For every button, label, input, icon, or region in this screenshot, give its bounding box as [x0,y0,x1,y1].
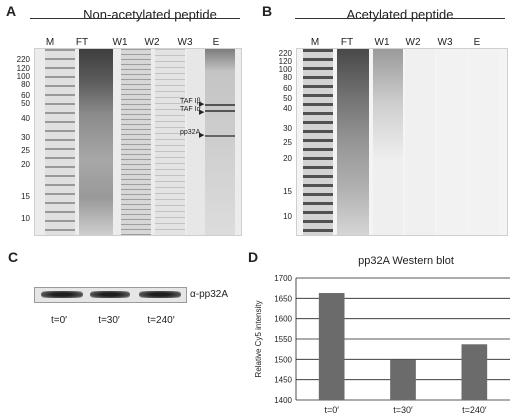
panel-b-mw-10: 10 [283,212,292,221]
panel-a-lane-w1: W1 [112,37,128,48]
panel-a-lane-e: E [212,37,220,48]
x-tick-label: t=0′ [324,405,339,415]
y-tick-label: 1500 [274,355,292,364]
panel-b-mw-15: 15 [283,187,292,196]
y-tick-label: 1550 [274,335,292,344]
panel-d-letter: D [248,249,259,265]
panel-a-mw-80: 80 [21,80,30,89]
arrow-taf-ia-icon: ▶ [199,109,205,116]
western-blot-strip [34,287,187,303]
panel-c-time-0: t=0′ [50,315,68,326]
panel-a-mw-100: 100 [16,72,30,81]
panel-a-e-lane [205,49,235,235]
panel-a-title: Non-acetylated peptide [83,7,217,22]
y-tick-label: 1700 [274,274,292,283]
panel-b-mw-25: 25 [283,138,292,147]
chart-y-axis-label: Relative Cy5 intensity [254,301,263,378]
panel-a-lane-w3: W3 [177,37,193,48]
panel-b-title: Acetylated peptide [346,7,454,22]
y-tick-label: 1650 [274,294,292,303]
panel-a-lane-ft: FT [75,37,89,48]
x-tick-label: t=240′ [462,405,487,415]
panel-b-w3-lane [437,49,467,235]
y-tick-label: 1450 [274,376,292,385]
blot-band-t0 [41,291,83,298]
band-label-taf-ia: TAF Iα [180,106,201,113]
panel-b-lane-ft: FT [340,37,354,48]
panel-a-mw-40: 40 [21,114,30,123]
panel-b-lane-w2: W2 [405,37,421,48]
arrow-taf-ib-icon: ▶ [199,101,205,108]
panel-a-lane-w2: W2 [144,37,160,48]
band-label-taf-ib: TAF Iβ [180,98,201,105]
panel-a-mw-30: 30 [21,133,30,142]
panel-a-marker-lane [45,49,75,235]
panel-b-title-rule [295,18,505,19]
panel-b-mw-60: 60 [283,84,292,93]
panel-b-letter: B [262,3,273,19]
panel-b-mw-30: 30 [283,124,292,133]
panel-a-w1-lane [121,49,151,235]
panel-b-mw-220: 220 [278,49,292,58]
panel-a-mw-120: 120 [16,64,30,73]
antibody-label: α-pp32A [190,289,229,300]
chart-title: pp32A Western blot [358,255,454,267]
panel-b-mw-40: 40 [283,104,292,113]
panel-b-mw-50: 50 [283,94,292,103]
panel-a-title-rule [30,18,240,19]
panel-b-marker-lane [303,49,333,235]
panel-b-lane-e: E [473,37,481,48]
panel-a-mw-25: 25 [21,146,30,155]
panel-b-mw-100: 100 [278,65,292,74]
panel-b-ft-lane [337,49,369,235]
panel-b-w1-lane [373,49,403,235]
panel-b-lane-w1: W1 [374,37,390,48]
bar-chart: pp32A Western blot Relative Cy5 intensit… [254,255,510,415]
panel-b-mw-80: 80 [283,73,292,82]
panel-a-lane-m: M [45,37,55,48]
panel-b-lane-m: M [310,37,320,48]
panel-b-w2-lane [405,49,435,235]
band-label-pp32a: pp32A [180,129,201,136]
blot-band-t30 [90,291,130,298]
arrow-pp32a-icon: ▶ [199,132,205,139]
panel-a-w2-lane [155,49,185,235]
panel-b-lane-w3: W3 [437,37,453,48]
panel-a-letter: A [6,3,17,19]
y-tick-label: 1600 [274,315,292,324]
panel-a-ft-lane [79,49,113,235]
panel-c-letter: C [8,249,19,265]
panel-b-mw-20: 20 [283,154,292,163]
blot-band-t240 [139,291,181,298]
panel-b-e-lane [469,49,499,235]
panel-a-mw-220: 220 [16,55,30,64]
panel-a-mw-60: 60 [21,91,30,100]
bar-1 [390,359,416,400]
panel-a-mw-10: 10 [21,214,30,223]
bar-0 [318,293,345,400]
panel-a-mw-50: 50 [21,99,30,108]
panel-a-mw-20: 20 [21,160,30,169]
panel-c-time-30: t=30′ [98,315,120,326]
bar-2 [461,344,488,400]
y-tick-label: 1400 [274,396,292,405]
panel-a-mw-15: 15 [21,192,30,201]
panel-b-gel [296,48,508,236]
panel-a-gel [34,48,242,236]
x-tick-label: t=30′ [393,405,413,415]
panel-c-time-240: t=240′ [147,315,175,326]
panel-b-mw-120: 120 [278,57,292,66]
